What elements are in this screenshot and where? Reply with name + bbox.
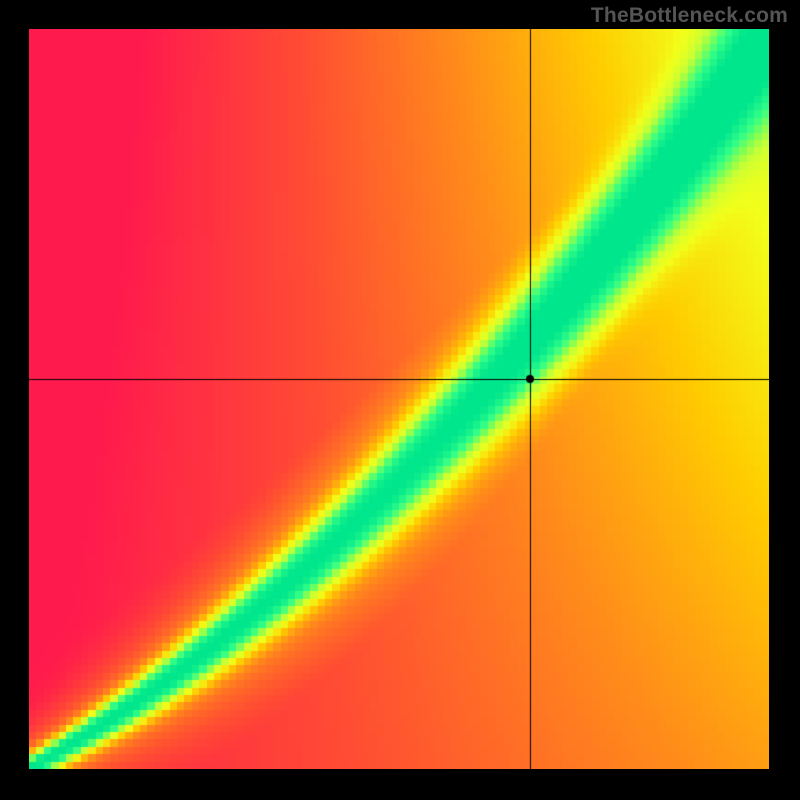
watermark-text: TheBottleneck.com bbox=[591, 4, 788, 28]
heatmap-canvas bbox=[29, 29, 769, 769]
chart-container: TheBottleneck.com bbox=[0, 0, 800, 800]
